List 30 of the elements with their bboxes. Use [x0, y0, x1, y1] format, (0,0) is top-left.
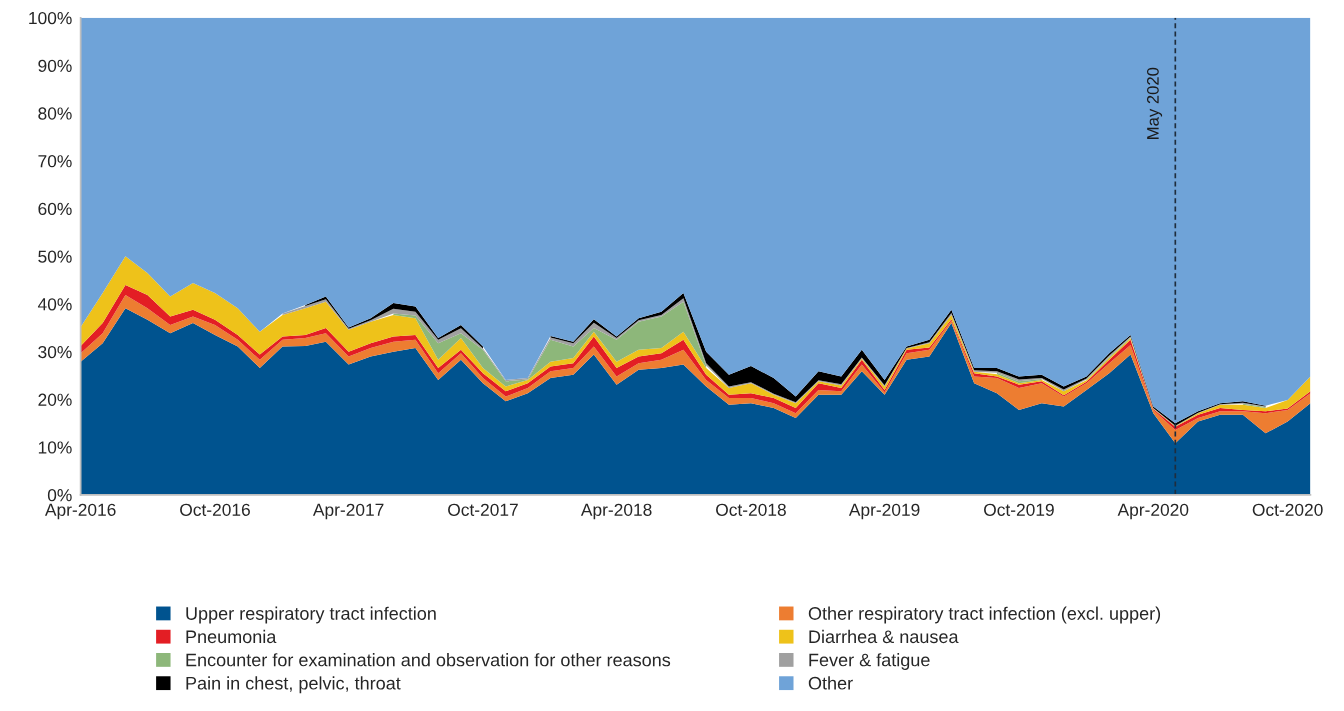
- x-tick-label: Apr-2017: [312, 503, 384, 520]
- legend-label: Pneumonia: [186, 629, 277, 644]
- y-tick-label: 30%: [38, 345, 72, 359]
- legend-label: Diarrhea & nausea: [809, 629, 959, 644]
- legend-label: Other: [808, 676, 853, 690]
- x-tick-label: Oct-2020: [1252, 503, 1323, 516]
- x-tick-label: Apr-2020: [1117, 503, 1189, 520]
- y-tick-label: 0%: [47, 489, 72, 502]
- legend-label: Upper respiratory tract infection: [186, 606, 436, 624]
- legend-label: Encounter for examination and observation for other reasons: [186, 653, 671, 667]
- y-tick-label: 70%: [38, 155, 72, 168]
- y-tick-label: 60%: [38, 202, 72, 216]
- y-tick-label: 80%: [38, 107, 72, 120]
- y-tick-label: 90%: [38, 59, 72, 72]
- x-tick-label: Apr-2016: [44, 503, 116, 520]
- legend-label: Pain in chest, pelvic, throat: [186, 676, 401, 694]
- legend-label: Other respiratory tract infection (excl. upper): [808, 606, 1161, 624]
- x-tick-label: Oct-2018: [716, 503, 786, 516]
- y-tick-label: 100%: [29, 11, 72, 25]
- y-tick-label: 40%: [37, 298, 72, 311]
- legend-label: Fever & fatigue: [809, 653, 930, 670]
- y-tick-label: 20%: [38, 393, 72, 406]
- y-tick-label: 10%: [38, 441, 72, 454]
- x-tick-label: Apr-2019: [848, 503, 920, 520]
- y-tick-label: 50%: [38, 250, 72, 263]
- x-tick-label: Oct-2019: [984, 503, 1054, 516]
- x-tick-label: Oct-2017: [448, 503, 518, 516]
- ref-line-label: May 2020: [1147, 67, 1163, 139]
- x-tick-label: Oct-2016: [180, 503, 250, 516]
- x-tick-label: Apr-2018: [580, 503, 652, 520]
